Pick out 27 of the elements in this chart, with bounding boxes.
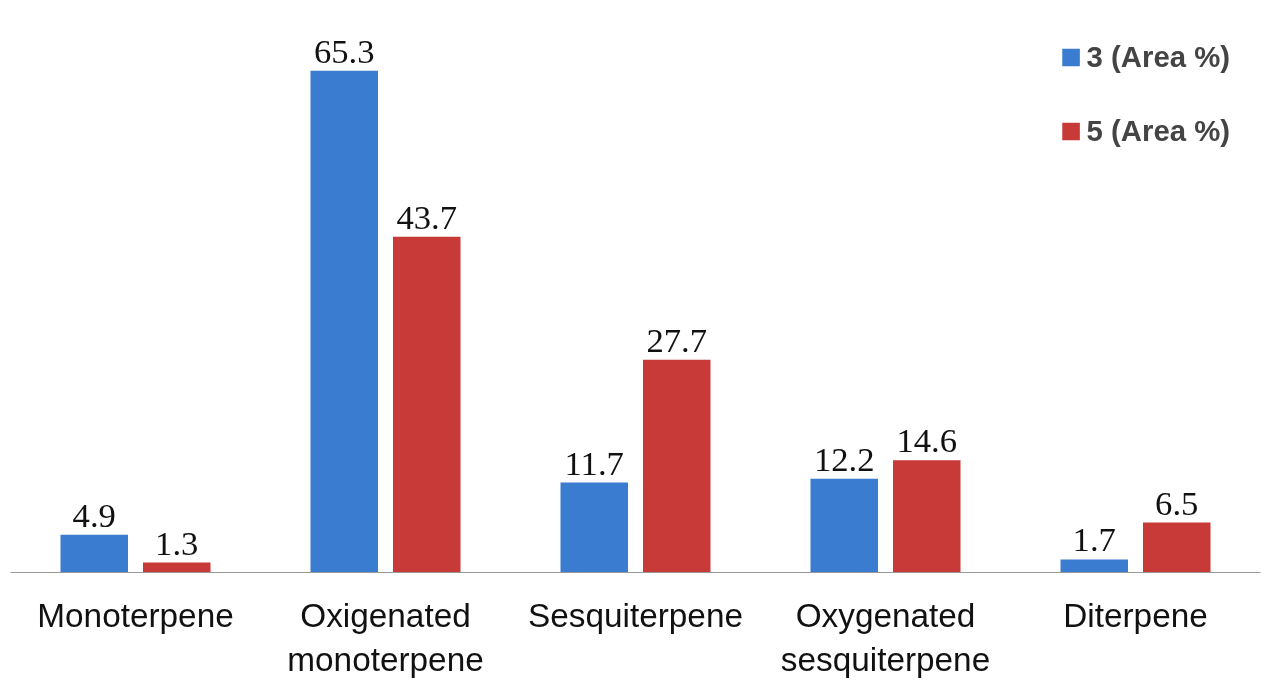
data-label: 6.5 bbox=[1155, 483, 1199, 522]
legend-label: 3 (Area %) bbox=[1086, 40, 1230, 74]
data-label: 43.7 bbox=[396, 197, 458, 236]
data-label: 4.9 bbox=[72, 495, 116, 534]
bar bbox=[560, 482, 628, 573]
legend-label: 5 (Area %) bbox=[1086, 114, 1230, 148]
data-label: 1.3 bbox=[155, 523, 199, 562]
bar bbox=[143, 562, 211, 573]
x-tick-label: Sesquiterpene bbox=[528, 596, 743, 634]
bar bbox=[893, 460, 961, 573]
bar bbox=[310, 70, 378, 573]
data-label: 14.6 bbox=[896, 421, 958, 460]
x-tick-label: Diterpene bbox=[1063, 596, 1208, 634]
bar bbox=[1060, 559, 1128, 573]
bar bbox=[60, 534, 128, 573]
x-tick-label: Oxigenated monoterpene bbox=[287, 596, 484, 678]
x-tick-label: Monoterpene bbox=[37, 596, 234, 634]
bar bbox=[643, 359, 711, 573]
bar bbox=[1143, 522, 1211, 573]
x-tick-label: Oxygenated sesquiterpene bbox=[780, 596, 991, 678]
bar bbox=[393, 236, 461, 573]
bar bbox=[810, 478, 878, 573]
data-label: 1.7 bbox=[1072, 520, 1116, 559]
data-label: 65.3 bbox=[313, 31, 375, 70]
data-label: 11.7 bbox=[564, 443, 624, 482]
data-label: 27.7 bbox=[646, 320, 708, 359]
data-label: 12.2 bbox=[813, 439, 875, 478]
